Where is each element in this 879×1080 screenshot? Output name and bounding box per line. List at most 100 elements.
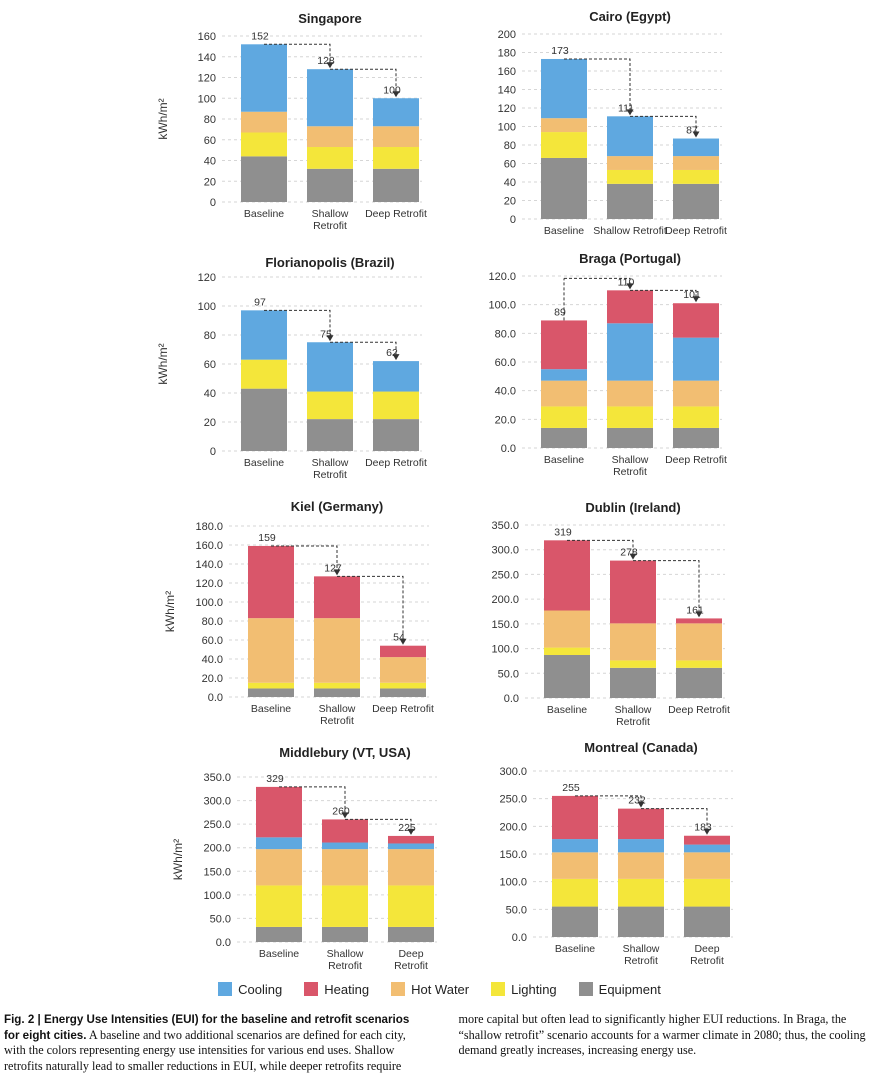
bar-equipment-3	[373, 419, 419, 451]
y-tick-label: 140	[198, 52, 216, 64]
x-tick-label: Deep Retrofit	[690, 943, 724, 967]
x-tick-label: Deep Retrofit	[668, 704, 730, 716]
bar-equipment-2	[322, 926, 368, 942]
y-tick-label: 60	[204, 359, 216, 371]
bar-hot-water-3	[373, 126, 419, 148]
chart-title: Montreal (Canada)	[584, 740, 697, 755]
bar-cooling-2	[618, 839, 664, 853]
caption-bold: Fig. 2 | Energy Use Intensities (EUI) fo…	[4, 1013, 410, 1042]
bar-lighting-3	[373, 391, 419, 420]
figure-caption: Fig. 2 | Energy Use Intensities (EUI) fo…	[4, 1012, 875, 1074]
y-tick-label: 250.0	[203, 819, 231, 831]
y-tick-label: 0.0	[504, 693, 519, 705]
bar-hot-water-1	[541, 118, 587, 133]
y-tick-label: 140	[498, 85, 516, 97]
y-tick-label: 250.0	[499, 794, 527, 806]
connector-arrow	[567, 539, 634, 557]
y-tick-label: 0.0	[501, 443, 516, 455]
chart-title: Dublin (Ireland)	[585, 500, 680, 515]
bar-heating-3	[676, 618, 722, 624]
connector-arrowhead	[333, 569, 341, 576]
data-label-total: 128	[317, 55, 335, 67]
x-tick-label: Deep Retrofit	[394, 948, 428, 970]
legend-item-hot-water: Hot Water	[391, 982, 469, 997]
bar-heating-3	[673, 303, 719, 338]
y-tick-label: 120.0	[195, 578, 223, 590]
bar-lighting-2	[307, 147, 353, 169]
connector-arrow	[330, 341, 397, 358]
connector-arrowhead	[407, 828, 415, 835]
bar-hot-water-3	[684, 852, 730, 879]
chart-singapore: Singapore kWh/m² 0 20 40 60 80 100 120 140 160 Base…	[156, 11, 427, 232]
bar-lighting-1	[552, 878, 598, 907]
y-tick-label: 50.0	[506, 904, 527, 916]
y-axis-label: kWh/m²	[171, 839, 185, 880]
bar-equipment-3	[373, 168, 419, 202]
y-tick-label: 200.0	[499, 821, 527, 833]
bar-equipment-1	[544, 654, 590, 698]
bar-hot-water-3	[673, 156, 719, 170]
x-tick-label: Deep Retrofit	[365, 457, 427, 469]
connector-arrow	[337, 575, 404, 642]
bar-equipment-1	[541, 157, 587, 219]
x-tick-label: Deep Retrofit	[372, 703, 434, 715]
bar-lighting-1	[544, 647, 590, 655]
data-label-total: 173	[551, 45, 569, 57]
connector-arrowhead	[626, 283, 634, 290]
bar-heating-1	[256, 786, 302, 838]
bar-hot-water-2	[607, 380, 653, 407]
bar-lighting-3	[388, 885, 434, 927]
data-label-total: 232	[628, 795, 646, 807]
bar-lighting-3	[676, 660, 722, 668]
bar-equipment-2	[607, 183, 653, 219]
bar-cooling-3	[388, 843, 434, 850]
y-tick-label: 80	[204, 114, 216, 126]
x-tick-label: Baseline	[547, 704, 587, 716]
connector-arrowhead	[692, 296, 700, 303]
legend: Cooling Heating Hot Water Lighting Equip…	[0, 976, 879, 1002]
y-tick-label: 350.0	[203, 772, 231, 784]
bar-cooling-3	[684, 844, 730, 853]
bar-equipment-1	[241, 388, 287, 451]
x-tick-label: Deep Retrofit	[665, 225, 727, 237]
y-tick-label: 200	[498, 29, 516, 41]
x-tick-label: Deep Retrofit	[365, 208, 427, 220]
y-tick-label: 120	[198, 272, 216, 284]
chart-cairo-egypt: Cairo (Egypt) 0 20 40 60 80 100 120 140 160 180 200…	[498, 9, 727, 237]
bar-hot-water-1	[248, 618, 294, 683]
x-tick-label: Baseline	[244, 457, 284, 469]
y-axis-label: kWh/m²	[156, 343, 170, 384]
bar-hot-water-1	[552, 852, 598, 879]
y-tick-label: 100.0	[195, 597, 223, 609]
connector-arrowhead	[326, 62, 334, 69]
chart-title: Kiel (Germany)	[291, 499, 383, 514]
y-tick-label: 180.0	[195, 521, 223, 533]
data-label-total: 152	[251, 30, 269, 42]
bar-cooling-1	[552, 839, 598, 853]
y-tick-label: 100.0	[491, 644, 519, 656]
y-tick-label: 150.0	[499, 849, 527, 861]
bar-equipment-2	[307, 419, 353, 451]
bar-cooling-3	[673, 337, 719, 381]
y-tick-label: 60	[204, 135, 216, 147]
legend-item-equipment: Equipment	[578, 982, 661, 997]
connector-arrow	[564, 58, 631, 113]
data-label-total: 54	[393, 632, 405, 644]
bar-heating-1	[544, 540, 590, 611]
bar-heating-3	[684, 835, 730, 845]
connector-arrowhead	[692, 131, 700, 138]
bar-cooling-1	[256, 837, 302, 850]
y-tick-label: 80.0	[495, 328, 516, 340]
bar-heating-1	[541, 320, 587, 370]
legend-item-lighting: Lighting	[491, 982, 557, 997]
y-tick-label: 350.0	[491, 520, 519, 532]
legend-label-heating: Heating	[324, 981, 370, 997]
chart-svg: Singapore kWh/m² 0 20 40 60 80 100 120 140 160 Base…	[156, 9, 733, 970]
data-label-total: 329	[266, 773, 284, 785]
connector-arrowhead	[392, 91, 400, 98]
y-tick-label: 80.0	[202, 616, 223, 628]
data-label-total: 319	[554, 526, 572, 538]
figure-charts: Singapore kWh/m² 0 20 40 60 80 100 120 140 160 Base…	[156, 9, 733, 970]
y-tick-label: 40	[204, 156, 216, 168]
y-tick-label: 50.0	[498, 668, 519, 680]
